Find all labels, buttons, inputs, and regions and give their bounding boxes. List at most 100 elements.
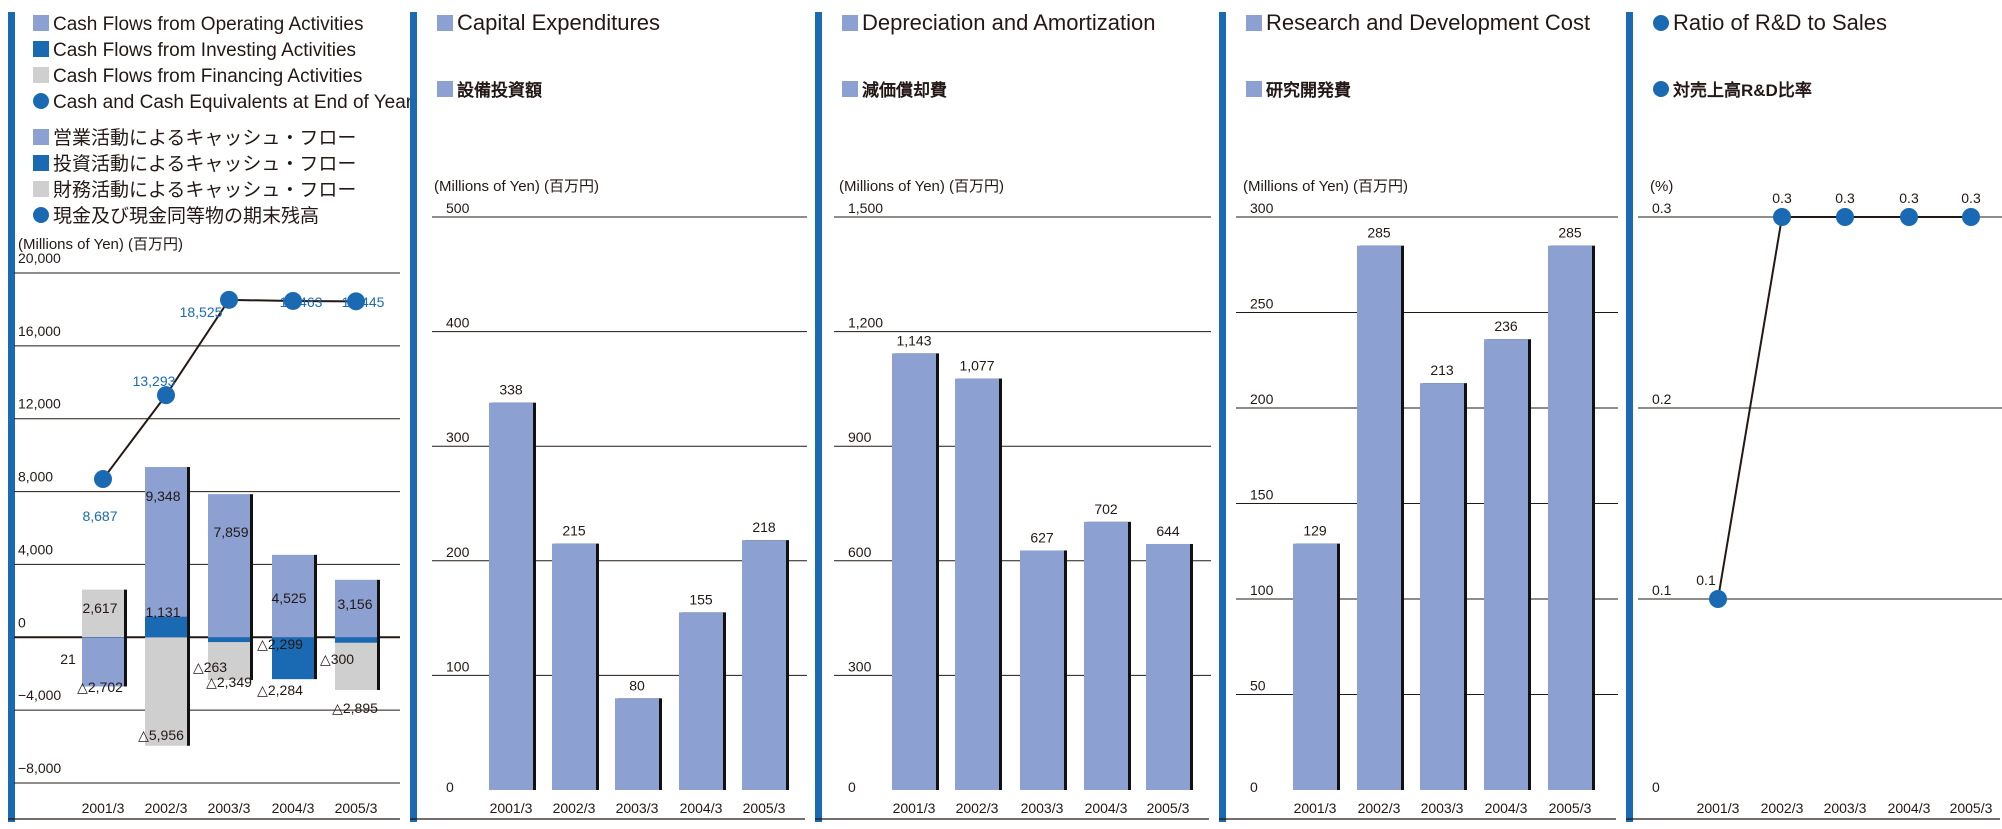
ratio-value-label: 0.3 bbox=[1772, 190, 1792, 206]
bar-shadow bbox=[250, 494, 253, 681]
y-tick-label: 0.3 bbox=[1652, 200, 1672, 216]
panel-accent-stripe bbox=[8, 12, 15, 822]
y-tick-label: 0 bbox=[848, 779, 856, 795]
x-tick-label: 2003/3 bbox=[1824, 800, 1867, 816]
x-tick-label: 2003/3 bbox=[1021, 800, 1064, 816]
ratio-point bbox=[1900, 208, 1918, 226]
bar-shadow bbox=[124, 589, 127, 687]
chart-panel-cashflow: Cash Flows from Operating Activities Cash… bbox=[8, 12, 413, 822]
y-tick-label: 500 bbox=[446, 200, 470, 216]
x-tick-label: 2005/3 bbox=[335, 800, 378, 816]
investing-bar bbox=[272, 637, 314, 680]
bar-value-label: 155 bbox=[689, 591, 713, 607]
bar-value-label: 285 bbox=[1367, 225, 1391, 241]
bar-value-label: 285 bbox=[1558, 225, 1582, 241]
y-tick-label: 250 bbox=[1250, 296, 1274, 312]
chart-subtitle: 減価償却費 bbox=[862, 80, 947, 100]
x-tick-label: 2004/3 bbox=[272, 800, 315, 816]
legend-label: Cash Flows from Investing Activities bbox=[53, 40, 356, 61]
panel-accent-stripe bbox=[815, 12, 822, 822]
bar-value-label: 129 bbox=[1303, 523, 1327, 539]
ratio-point bbox=[1773, 208, 1791, 226]
bar bbox=[1484, 339, 1528, 790]
title-marker bbox=[842, 15, 858, 31]
bar-value-label: 644 bbox=[1156, 523, 1180, 539]
x-tick-label: 2003/3 bbox=[208, 800, 251, 816]
operating-bar bbox=[145, 467, 187, 638]
x-tick-label: 2002/3 bbox=[1358, 800, 1401, 816]
y-tick-label: 4,000 bbox=[18, 541, 53, 557]
y-tick-label: 300 bbox=[848, 658, 872, 674]
bar bbox=[1357, 245, 1401, 790]
investing-bar bbox=[82, 637, 124, 638]
bar-value-label: 218 bbox=[752, 519, 776, 535]
operating-value-label: 3,156 bbox=[337, 596, 372, 612]
y-tick-label: 20,000 bbox=[18, 250, 61, 266]
financing-value-label: 2,617 bbox=[82, 600, 117, 616]
legend-marker bbox=[33, 93, 49, 109]
ratio-point bbox=[1836, 208, 1854, 226]
y-axis-unit-label: (Millions of Yen) (百万円) bbox=[434, 178, 599, 195]
x-tick-label: 2004/3 bbox=[1888, 800, 1931, 816]
financing-value-label: △5,956 bbox=[138, 727, 184, 743]
y-tick-label: 1,200 bbox=[848, 315, 883, 331]
bar bbox=[679, 612, 723, 790]
operating-value-label: 7,859 bbox=[213, 524, 248, 540]
y-tick-label: 16,000 bbox=[18, 323, 61, 339]
financing-bar bbox=[335, 637, 377, 691]
x-tick-label: 2005/3 bbox=[1549, 800, 1592, 816]
y-axis-unit-label: (Millions of Yen) (百万円) bbox=[1243, 178, 1408, 195]
legend-marker bbox=[33, 181, 49, 197]
y-tick-label: 300 bbox=[446, 429, 470, 445]
cash-point bbox=[94, 470, 112, 489]
bar-value-label: 1,143 bbox=[896, 332, 931, 348]
title-marker bbox=[1653, 15, 1669, 31]
title-marker bbox=[437, 15, 453, 31]
operating-bar bbox=[272, 554, 314, 638]
x-tick-label: 2005/3 bbox=[743, 800, 786, 816]
y-tick-label: 600 bbox=[848, 544, 872, 560]
chart-subtitle: 研究開発費 bbox=[1266, 80, 1351, 100]
legend-label: Cash Flows from Operating Activities bbox=[53, 14, 363, 35]
investing-bar bbox=[208, 637, 250, 643]
bar-value-label: 702 bbox=[1094, 501, 1118, 517]
x-tick-label: 2002/3 bbox=[1761, 800, 1804, 816]
ratio-value-label: 0.3 bbox=[1835, 190, 1855, 206]
x-tick-label: 2005/3 bbox=[1950, 800, 1993, 816]
x-tick-label: 2001/3 bbox=[490, 800, 533, 816]
legend-marker bbox=[33, 207, 49, 223]
y-tick-label: 100 bbox=[1250, 582, 1274, 598]
x-tick-label: 2004/3 bbox=[680, 800, 723, 816]
operating-value-label: 9,348 bbox=[145, 488, 180, 504]
cash-value-label: 18,525 bbox=[180, 304, 223, 320]
bar bbox=[892, 353, 936, 790]
title-marker bbox=[1246, 15, 1262, 31]
x-tick-label: 2004/3 bbox=[1085, 800, 1128, 816]
investing-value-label: 21 bbox=[60, 651, 76, 667]
y-tick-label: 0 bbox=[446, 779, 454, 795]
ratio-value-label: 0.3 bbox=[1899, 190, 1919, 206]
bar bbox=[1548, 245, 1592, 790]
bar-shadow bbox=[187, 467, 190, 746]
investing-value-label: △263 bbox=[193, 659, 227, 675]
y-tick-label: 0.2 bbox=[1652, 391, 1672, 407]
y-tick-label: 100 bbox=[446, 658, 470, 674]
panel-accent-stripe bbox=[410, 12, 417, 822]
bar-value-label: 236 bbox=[1494, 318, 1518, 334]
chart-title: Ratio of R&D to Sales bbox=[1673, 10, 1887, 35]
ratio-value-label: 0.1 bbox=[1696, 572, 1716, 588]
bar bbox=[552, 543, 596, 790]
bar-value-label: 1,077 bbox=[959, 358, 994, 374]
investing-value-label: 1,131 bbox=[145, 604, 180, 620]
y-axis-unit-label: (Millions of Yen) (百万円) bbox=[18, 236, 183, 253]
operating-bar bbox=[335, 579, 377, 638]
subtitle-marker bbox=[437, 81, 453, 97]
panel-accent-stripe bbox=[1219, 12, 1226, 822]
financing-value-label: △2,895 bbox=[332, 700, 378, 716]
y-tick-label: 200 bbox=[1250, 391, 1274, 407]
cash-point bbox=[220, 290, 238, 309]
y-tick-label: 200 bbox=[446, 544, 470, 560]
cash-line bbox=[102, 298, 357, 480]
chart-title: Capital Expenditures bbox=[457, 10, 660, 35]
